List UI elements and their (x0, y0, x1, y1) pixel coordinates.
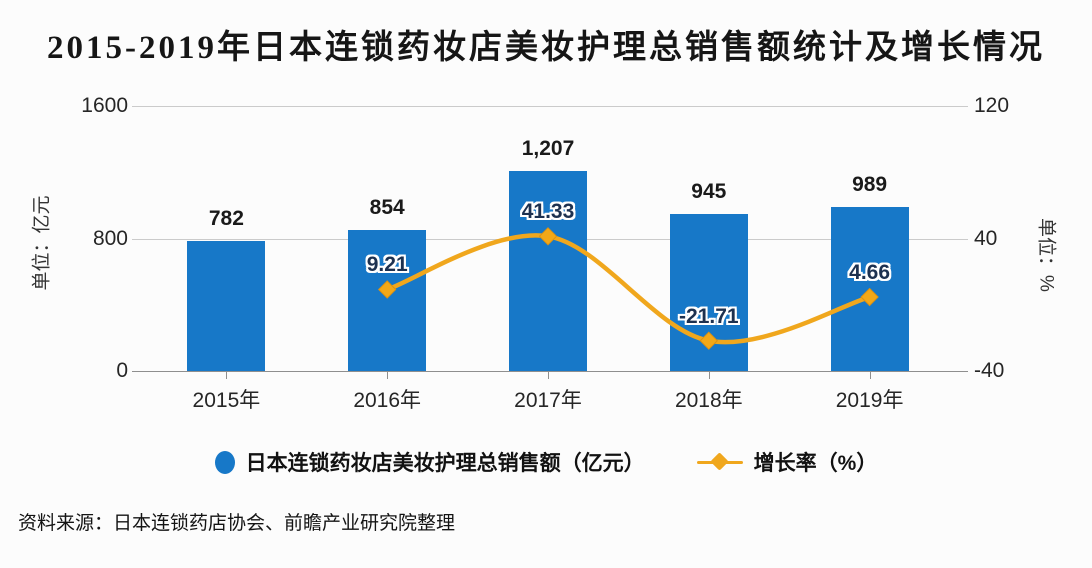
legend-growth-label: 增长率（%） (753, 452, 878, 475)
gridline-0 (132, 371, 968, 372)
x-label-2016年: 2016年 (353, 389, 422, 412)
left-tick-1600: 1600 (81, 94, 128, 117)
bar-value-2017年: 1,207 (521, 137, 575, 161)
x-tick-2015年 (226, 371, 228, 379)
bar-2017年 (509, 171, 587, 371)
legend-diamond-icon (709, 452, 729, 471)
bar-2016年 (348, 229, 427, 371)
legend: 日本连锁药妆店美妆护理总销售额（亿元） 增长率（%） (0, 447, 1092, 477)
right-axis-title: 单位：% (1035, 218, 1057, 292)
legend-item-sales: 日本连锁药妆店美妆护理总销售额（亿元） (214, 447, 645, 477)
bar-value-2018年: 945 (691, 180, 727, 204)
bar-value-2019年: 989 (852, 173, 888, 197)
x-tick-2018年 (708, 371, 710, 379)
left-tick-800: 800 (92, 226, 128, 250)
right-tick-120: 120 (974, 94, 1010, 117)
chart-title: 2015-2019年日本连锁药妆店美妆护理总销售额统计及增长情况 (47, 30, 1045, 66)
bar-2018年 (669, 214, 748, 371)
x-label-2019年: 2019年 (835, 389, 904, 412)
gridline-1600 (132, 106, 968, 107)
bar-value-2015年: 782 (208, 207, 244, 231)
right-tick--40: -40 (974, 359, 1005, 382)
x-tick-2017年 (548, 371, 549, 379)
x-label-2017年: 2017年 (514, 389, 582, 412)
left-tick-0: 0 (116, 359, 128, 382)
bar-2019年 (830, 207, 909, 371)
legend-item-growth: 增长率（%） (696, 447, 878, 477)
growth-series-marker-icon (696, 452, 743, 472)
bar-value-2016年: 854 (369, 195, 405, 219)
source-note: 资料来源：日本连锁药店协会、前瞻产业研究院整理 (18, 513, 456, 534)
growth-rate-line (384, 233, 872, 345)
legend-sales-label: 日本连锁药妆店美妆护理总销售额（亿元） (245, 452, 645, 475)
sales-series-marker-icon (214, 450, 235, 474)
x-label-2018年: 2018年 (674, 389, 743, 412)
right-tick-40: 40 (974, 226, 998, 250)
x-tick-2019年 (869, 371, 871, 379)
left-axis-title: 单位：亿元 (31, 195, 53, 291)
x-tick-2016年 (387, 371, 389, 379)
bar-2015年 (187, 241, 266, 371)
x-label-2015年: 2015年 (192, 389, 261, 412)
